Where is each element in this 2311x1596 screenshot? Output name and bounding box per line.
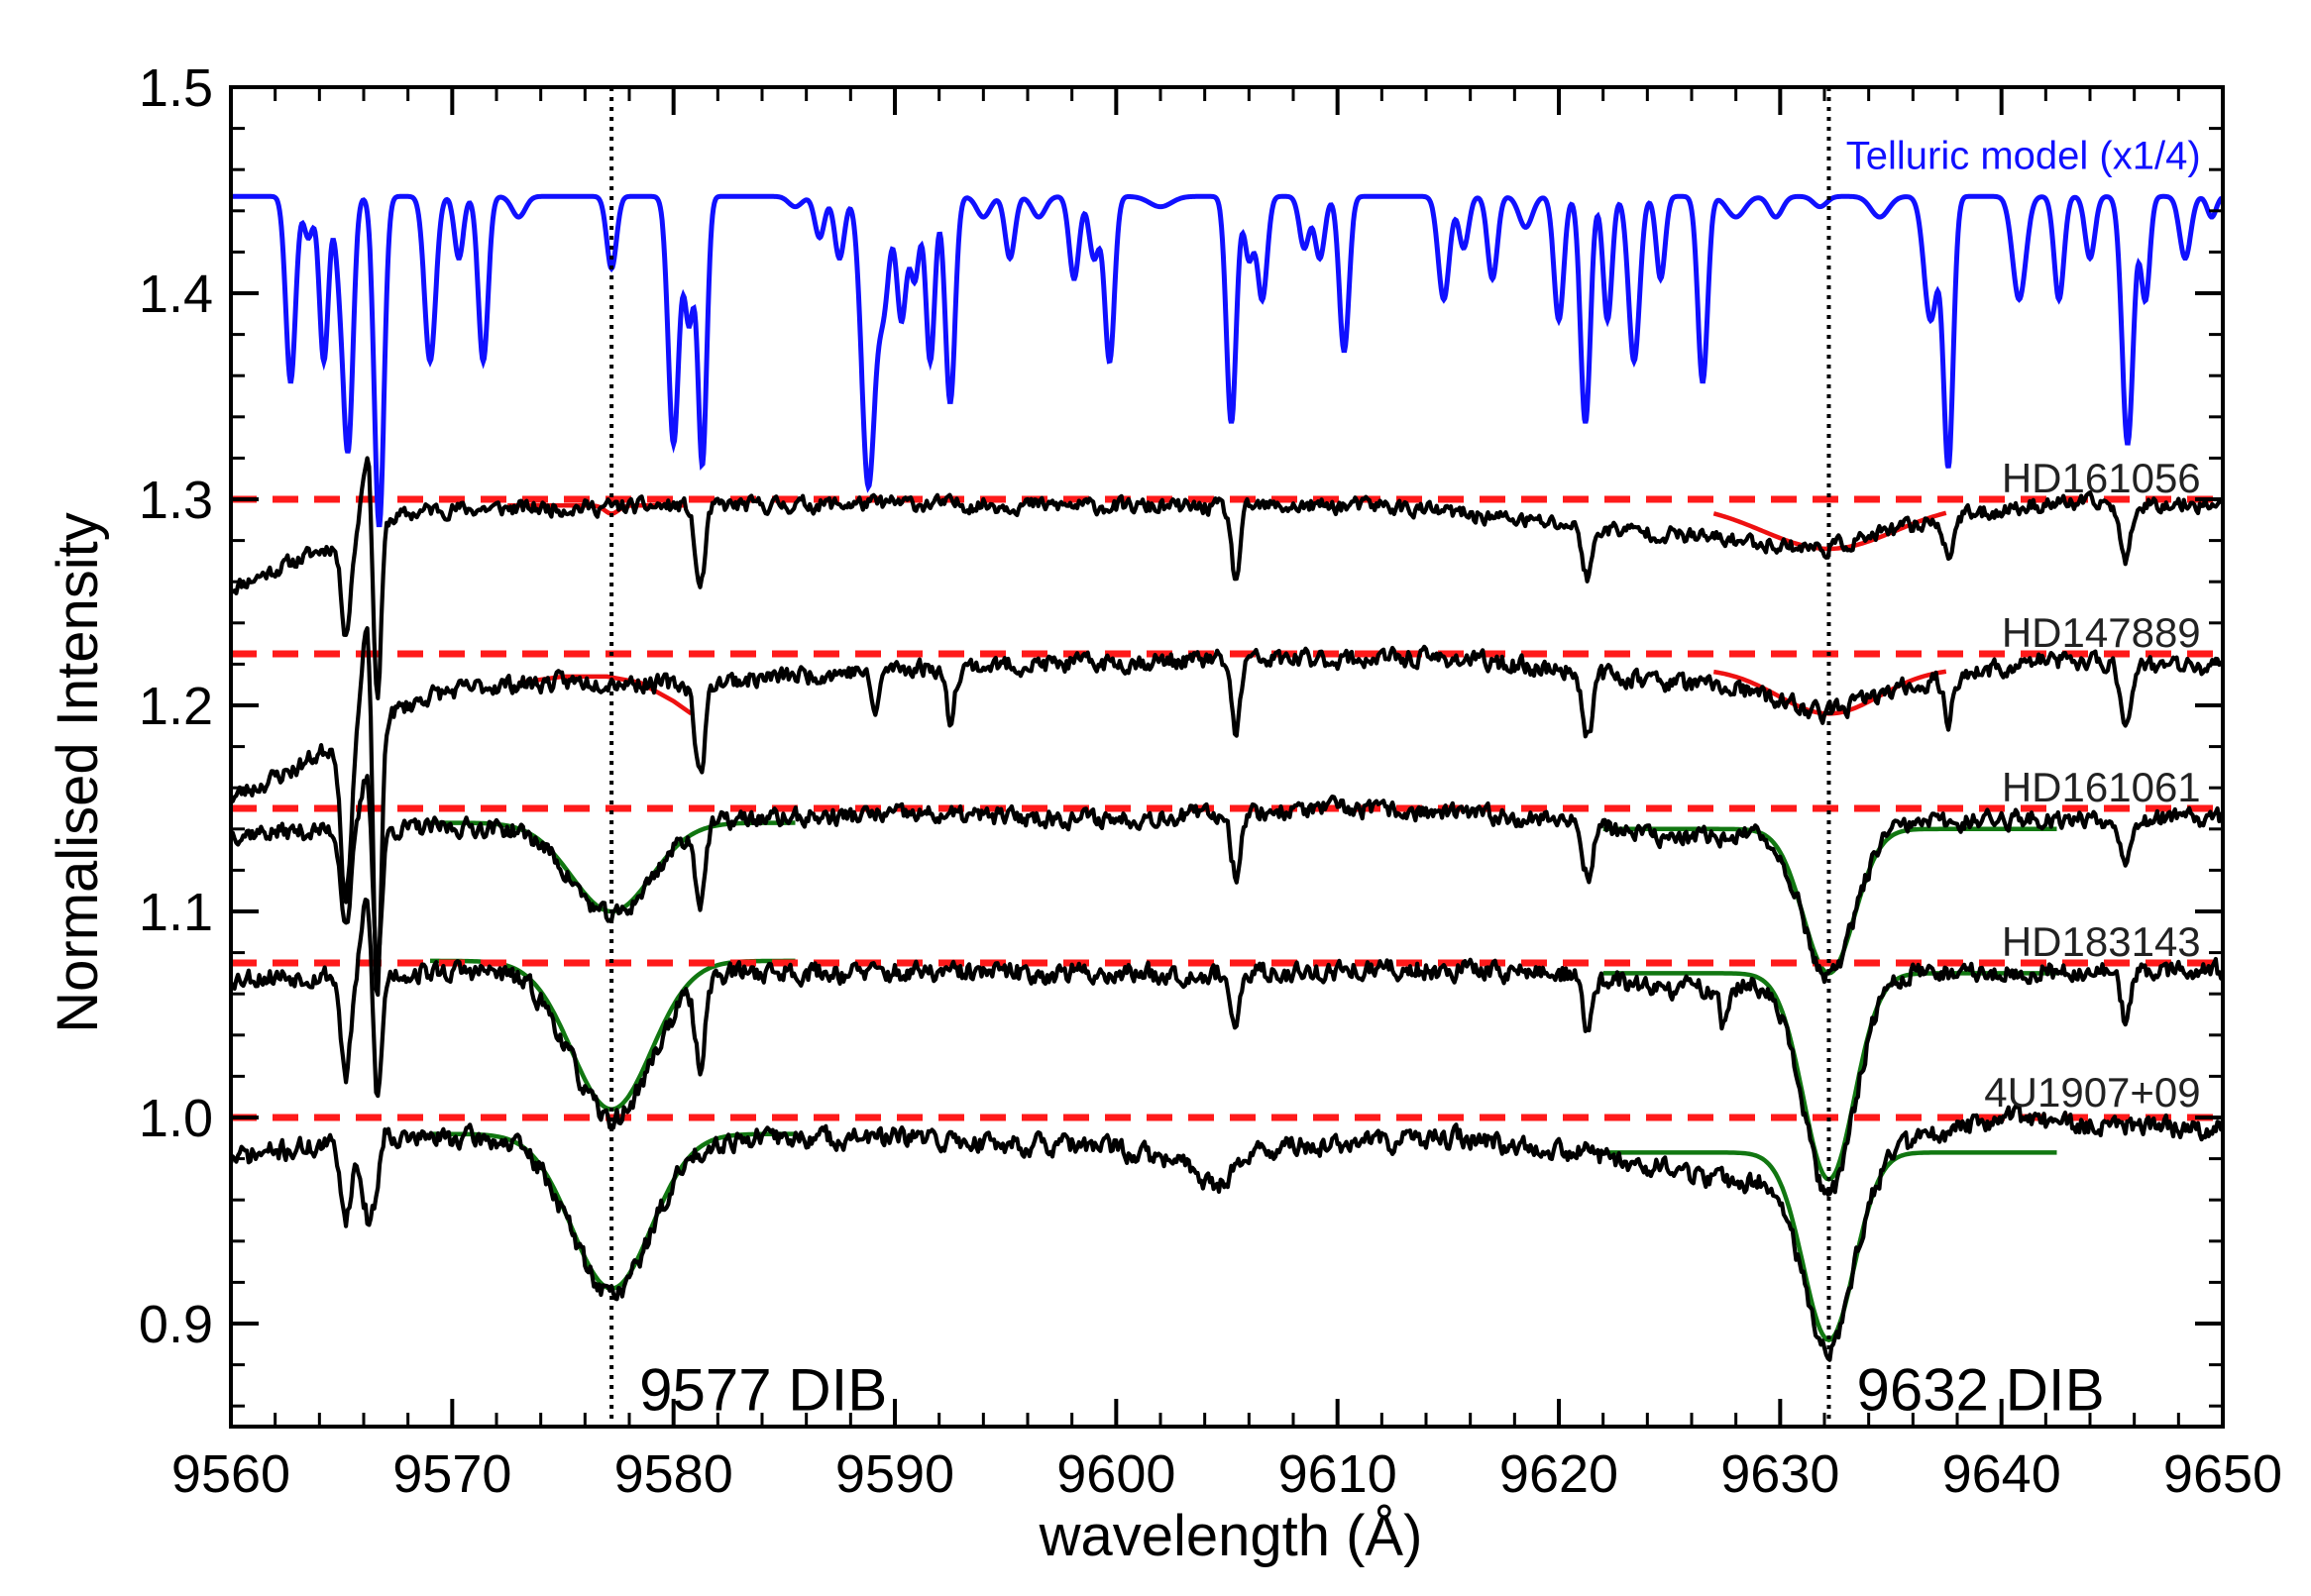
x-tick-label: 9600 xyxy=(1056,1444,1175,1504)
series-label-0: HD161056 xyxy=(2002,455,2201,501)
spectrum-4u1907-09 xyxy=(228,1104,2225,1362)
spectrum-hd161061 xyxy=(229,774,2226,985)
x-tick-label: 9590 xyxy=(835,1444,954,1504)
x-tick-label: 9560 xyxy=(171,1444,290,1504)
x-tick-label: 9580 xyxy=(614,1444,733,1504)
y-tick-label: 1.2 xyxy=(139,677,213,736)
x-tick-label: 9650 xyxy=(2163,1444,2282,1504)
y-axis-label: Normalised Intensity xyxy=(46,512,110,1032)
y-tick-label: 1.0 xyxy=(139,1089,213,1148)
dib-label-1: 9632 DIB xyxy=(1856,1356,2104,1423)
y-tick-label: 1.4 xyxy=(139,265,213,324)
x-tick-label: 9610 xyxy=(1278,1444,1397,1504)
x-tick-label: 9570 xyxy=(392,1444,511,1504)
y-tick-label: 1.3 xyxy=(139,471,213,530)
plot-frame xyxy=(229,85,2225,1429)
x-tick-label: 9640 xyxy=(1942,1444,2061,1504)
x-tick-label: 9620 xyxy=(1499,1444,1618,1504)
series-label-3: HD183143 xyxy=(2002,918,2201,965)
y-tick-label: 1.1 xyxy=(139,883,213,942)
y-tick-label: 0.9 xyxy=(139,1295,213,1354)
spectrum-hd183143 xyxy=(229,897,2226,1197)
dib-label-0: 9577 DIB xyxy=(639,1356,887,1423)
telluric-label: Telluric model (x1/4) xyxy=(1846,135,2201,178)
green-fit-2 xyxy=(429,958,796,1112)
x-axis-label: wavelength (Å) xyxy=(1039,1504,1423,1568)
telluric-model-line xyxy=(231,193,2224,528)
spectrum-hd161056 xyxy=(230,456,2225,700)
series-label-1: HD147889 xyxy=(2002,609,2201,656)
green-fit-5 xyxy=(1602,1150,2057,1342)
series-label-2: HD161061 xyxy=(2002,764,2201,810)
y-tick-label: 1.5 xyxy=(139,58,213,118)
series-label-4: 4U1907+09 xyxy=(1984,1069,2200,1116)
spectrum-hd147889 xyxy=(230,626,2225,998)
x-tick-label: 9630 xyxy=(1720,1444,1839,1504)
